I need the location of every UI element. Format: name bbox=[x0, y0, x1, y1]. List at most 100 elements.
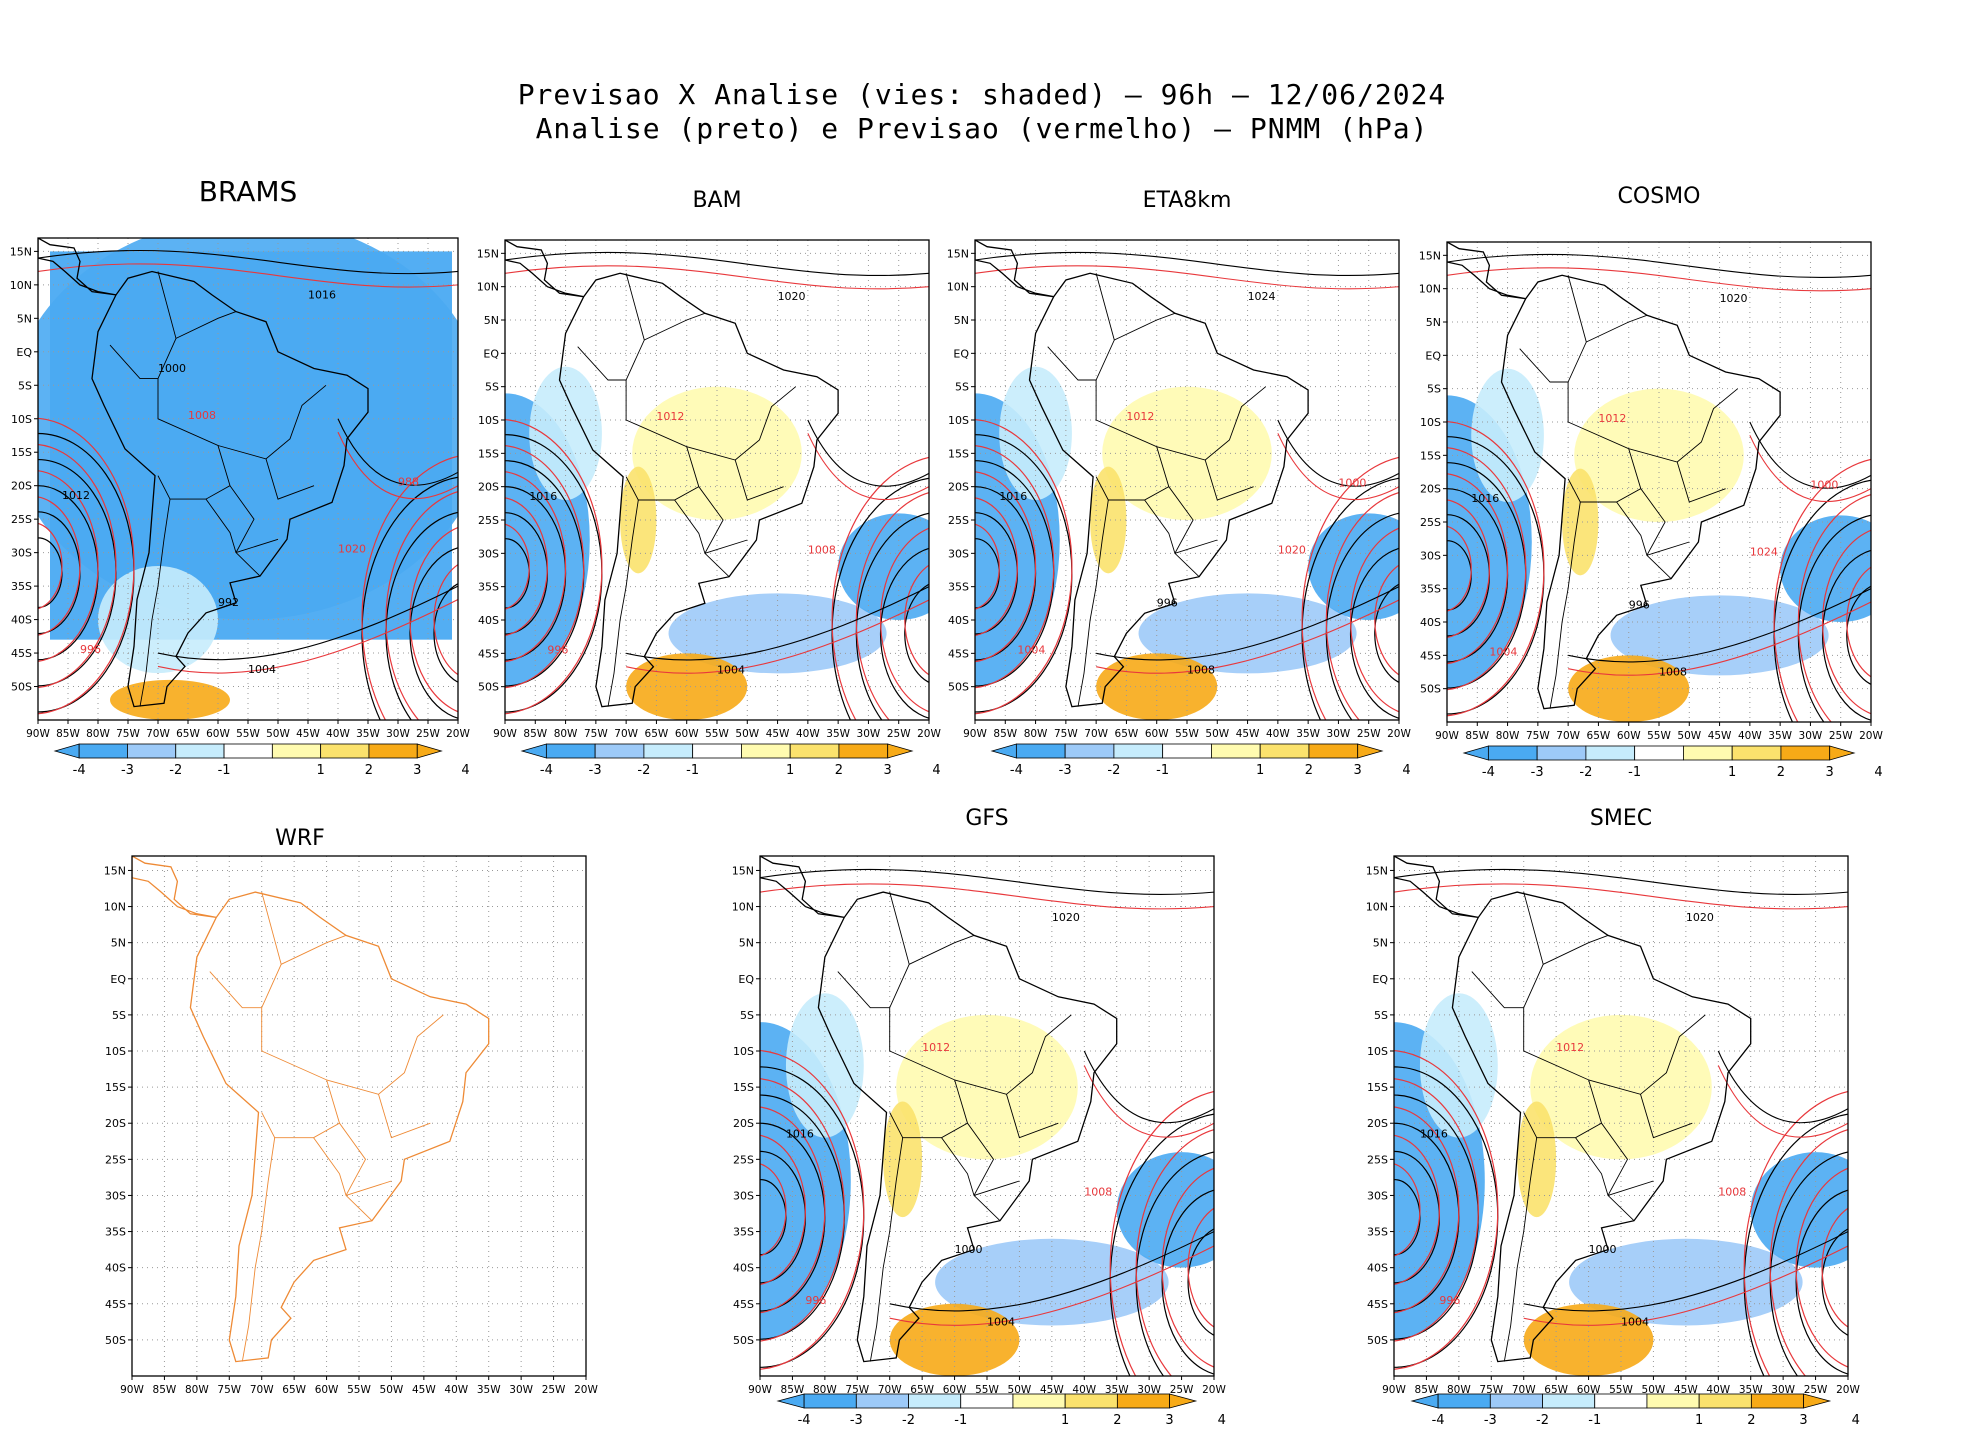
lat-tick-label: 5S bbox=[955, 381, 969, 394]
isobar bbox=[1349, 527, 1399, 713]
isobar bbox=[1749, 421, 1871, 489]
lon-tick-label: 50W bbox=[1205, 728, 1229, 740]
contour-label: 1020 bbox=[338, 543, 366, 556]
bias-shade bbox=[1530, 1014, 1712, 1160]
border bbox=[698, 486, 730, 578]
lon-tick-label: 20W bbox=[1836, 1384, 1860, 1396]
lon-tick-label: 85W bbox=[781, 1384, 805, 1396]
lon-tick-label: 30W bbox=[1799, 730, 1823, 742]
colorbar-segment bbox=[1682, 745, 1733, 761]
coastline bbox=[1500, 274, 1781, 710]
lat-tick-label: 25S bbox=[733, 1153, 754, 1166]
lon-tick-label: 25W bbox=[887, 728, 911, 740]
border bbox=[326, 1014, 444, 1095]
lat-tick-label: 10S bbox=[733, 1045, 754, 1058]
contour-label: 1020 bbox=[1720, 292, 1748, 305]
contour-label: 1020 bbox=[778, 290, 806, 303]
colorbar-label: 3 bbox=[1354, 763, 1362, 778]
border bbox=[704, 539, 748, 554]
contour-label: 996 bbox=[1157, 597, 1178, 610]
isobar bbox=[975, 523, 1000, 610]
lat-tick-label: 20S bbox=[948, 481, 969, 494]
lon-tick-label: 45W bbox=[1708, 730, 1732, 742]
lat-tick-label: 10S bbox=[1420, 416, 1441, 429]
contour-label: 1012 bbox=[1556, 1041, 1584, 1054]
coastline bbox=[1028, 272, 1309, 708]
lon-tick-label: 70W bbox=[1084, 728, 1108, 740]
colorbar-label: -1 bbox=[1628, 765, 1641, 780]
lat-tick-label: 50S bbox=[1367, 1334, 1388, 1347]
isobar bbox=[975, 445, 1055, 689]
lon-tick-label: 60W bbox=[206, 728, 230, 740]
lat-tick-label: 25S bbox=[105, 1153, 126, 1166]
lat-tick-label: 5S bbox=[740, 1009, 754, 1022]
lon-tick-label: 35W bbox=[1768, 730, 1792, 742]
lat-tick-label: 45S bbox=[478, 647, 499, 660]
colorbar-segment bbox=[1210, 743, 1261, 759]
bias-shade bbox=[896, 1014, 1078, 1160]
bias-shade bbox=[632, 386, 802, 520]
contour-label: 1016 bbox=[999, 490, 1027, 503]
border bbox=[1047, 273, 1115, 381]
colorbar-segment bbox=[126, 743, 176, 759]
lon-tick-label: 90W bbox=[1435, 730, 1459, 742]
lat-tick-label: 35S bbox=[105, 1226, 126, 1239]
lat-tick-label: 40S bbox=[948, 614, 969, 627]
coastline bbox=[505, 240, 584, 298]
border bbox=[175, 311, 237, 339]
border bbox=[889, 1007, 969, 1139]
colorbar-segment bbox=[594, 743, 645, 759]
bias-shade bbox=[1116, 1152, 1214, 1268]
isobar bbox=[1717, 1065, 1848, 1138]
colorbar-arrow-low bbox=[520, 743, 547, 759]
lon-tick-label: 65W bbox=[1544, 1384, 1568, 1396]
border bbox=[1586, 314, 1648, 343]
border bbox=[261, 1007, 341, 1139]
lat-tick-label: 20S bbox=[733, 1117, 754, 1130]
lon-tick-label: 50W bbox=[1642, 1384, 1666, 1396]
bias-shade bbox=[1517, 1101, 1557, 1218]
colorbar-segment bbox=[1012, 1393, 1066, 1409]
isobar bbox=[1846, 585, 1871, 686]
isobar bbox=[1394, 1078, 1479, 1342]
colorbar-segment bbox=[1594, 1393, 1648, 1409]
colorbar-segment bbox=[78, 743, 128, 759]
colorbar-segment bbox=[1751, 1393, 1805, 1409]
lat-tick-label: 5N bbox=[111, 937, 126, 950]
border bbox=[205, 498, 237, 553]
lon-tick-label: 40W bbox=[1706, 1384, 1730, 1396]
colorbar-label: 1 bbox=[1695, 1413, 1703, 1428]
isobar bbox=[760, 1134, 806, 1286]
lat-tick-label: 35S bbox=[733, 1226, 754, 1239]
lat-tick-label: 45S bbox=[105, 1298, 126, 1311]
colorbar-label: -2 bbox=[1536, 1413, 1549, 1428]
lon-tick-label: 25W bbox=[1170, 1384, 1194, 1396]
isobar bbox=[975, 497, 1018, 637]
colorbar-segment bbox=[1308, 743, 1359, 759]
isobar bbox=[889, 1245, 1214, 1326]
lat-tick-label: 10S bbox=[478, 414, 499, 427]
lon-tick-label: 40W bbox=[1738, 730, 1762, 742]
isobar bbox=[1447, 447, 1527, 691]
lat-tick-label: 10N bbox=[477, 281, 499, 294]
lat-tick-label: 10S bbox=[948, 414, 969, 427]
isobar bbox=[38, 263, 458, 288]
lat-tick-label: 10N bbox=[10, 279, 32, 292]
lat-tick-label: 30S bbox=[11, 547, 32, 560]
colorbar-label: 4 bbox=[1874, 765, 1882, 780]
colorbar-label: 1 bbox=[1061, 1413, 1069, 1428]
panel-title-bam: BAM bbox=[692, 188, 742, 213]
lon-tick-label: 30W bbox=[509, 1384, 533, 1396]
contour-label: 1008 bbox=[808, 543, 836, 556]
isobar bbox=[1447, 525, 1472, 612]
lon-tick-label: 35W bbox=[1105, 1384, 1129, 1396]
lon-tick-label: 85W bbox=[1415, 1384, 1439, 1396]
lon-tick-label: 90W bbox=[120, 1384, 144, 1396]
isobar bbox=[38, 496, 81, 636]
contour-label: 1008 bbox=[1718, 1185, 1746, 1198]
isobar bbox=[1374, 564, 1399, 676]
lon-tick-label: 90W bbox=[1382, 1384, 1406, 1396]
lat-tick-label: EQ bbox=[953, 347, 969, 360]
contour-label: 1008 bbox=[188, 409, 216, 422]
lon-tick-label: 20W bbox=[1387, 728, 1411, 740]
